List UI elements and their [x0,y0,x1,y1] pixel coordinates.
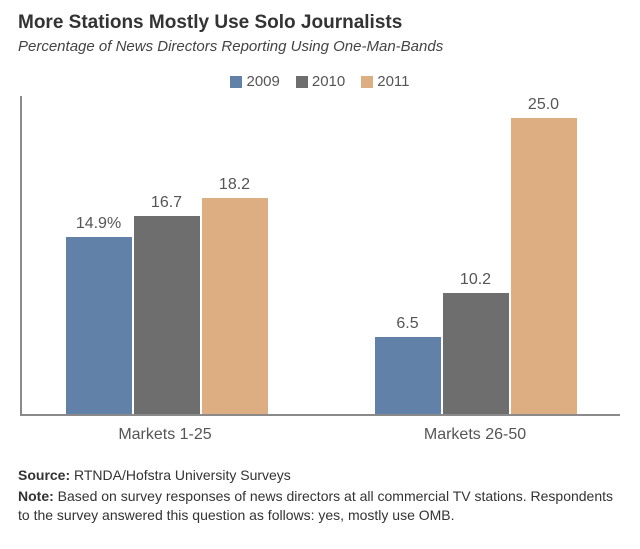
source-label: Source: [18,467,70,483]
chart-footer: Source: RTNDA/Hofstra University Surveys… [18,466,622,525]
chart-legend: 2009 2010 2011 [18,73,622,90]
legend-label-2009: 2009 [246,73,279,90]
source-line: Source: RTNDA/Hofstra University Surveys [18,466,622,485]
bar-g0-2009: 14.9% [66,237,132,414]
note-line: Note: Based on survey responses of news … [18,487,622,525]
bar-g1-2010: 10.2 [443,293,509,414]
group-markets-1-25: 14.9% 16.7 18.2 [32,198,301,414]
note-label: Note: [18,488,54,504]
bar-label: 6.5 [396,315,418,333]
source-text: RTNDA/Hofstra University Surveys [70,467,291,483]
bar-g0-2010: 16.7 [134,216,200,414]
legend-label-2010: 2010 [312,73,345,90]
legend-swatch-2011 [361,76,373,88]
chart: 14.9% 16.7 18.2 6.5 10.2 25.0 Markets 1-… [20,96,620,444]
bar-g1-2009: 6.5 [375,337,441,414]
x-label-g0: Markets 1-25 [30,426,300,444]
bar-g0-2011: 18.2 [202,198,268,414]
bar-label: 16.7 [151,194,182,212]
bar-label: 18.2 [219,176,250,194]
chart-subtitle: Percentage of News Directors Reporting U… [18,38,622,55]
bar-label: 10.2 [460,271,491,289]
legend-item-2011: 2011 [361,73,409,90]
note-text: Based on survey responses of news direct… [18,488,613,523]
legend-swatch-2010 [296,76,308,88]
plot-area: 14.9% 16.7 18.2 6.5 10.2 25.0 [20,96,620,416]
legend-swatch-2009 [230,76,242,88]
x-label-g1: Markets 26-50 [340,426,610,444]
bar-label: 14.9% [76,215,121,233]
group-markets-26-50: 6.5 10.2 25.0 [341,118,610,414]
bar-label: 25.0 [528,96,559,114]
legend-item-2009: 2009 [230,73,279,90]
legend-item-2010: 2010 [296,73,345,90]
legend-label-2011: 2011 [377,73,409,90]
x-axis: Markets 1-25 Markets 26-50 [20,426,620,444]
chart-title: More Stations Mostly Use Solo Journalist… [18,12,622,34]
bar-g1-2011: 25.0 [511,118,577,414]
